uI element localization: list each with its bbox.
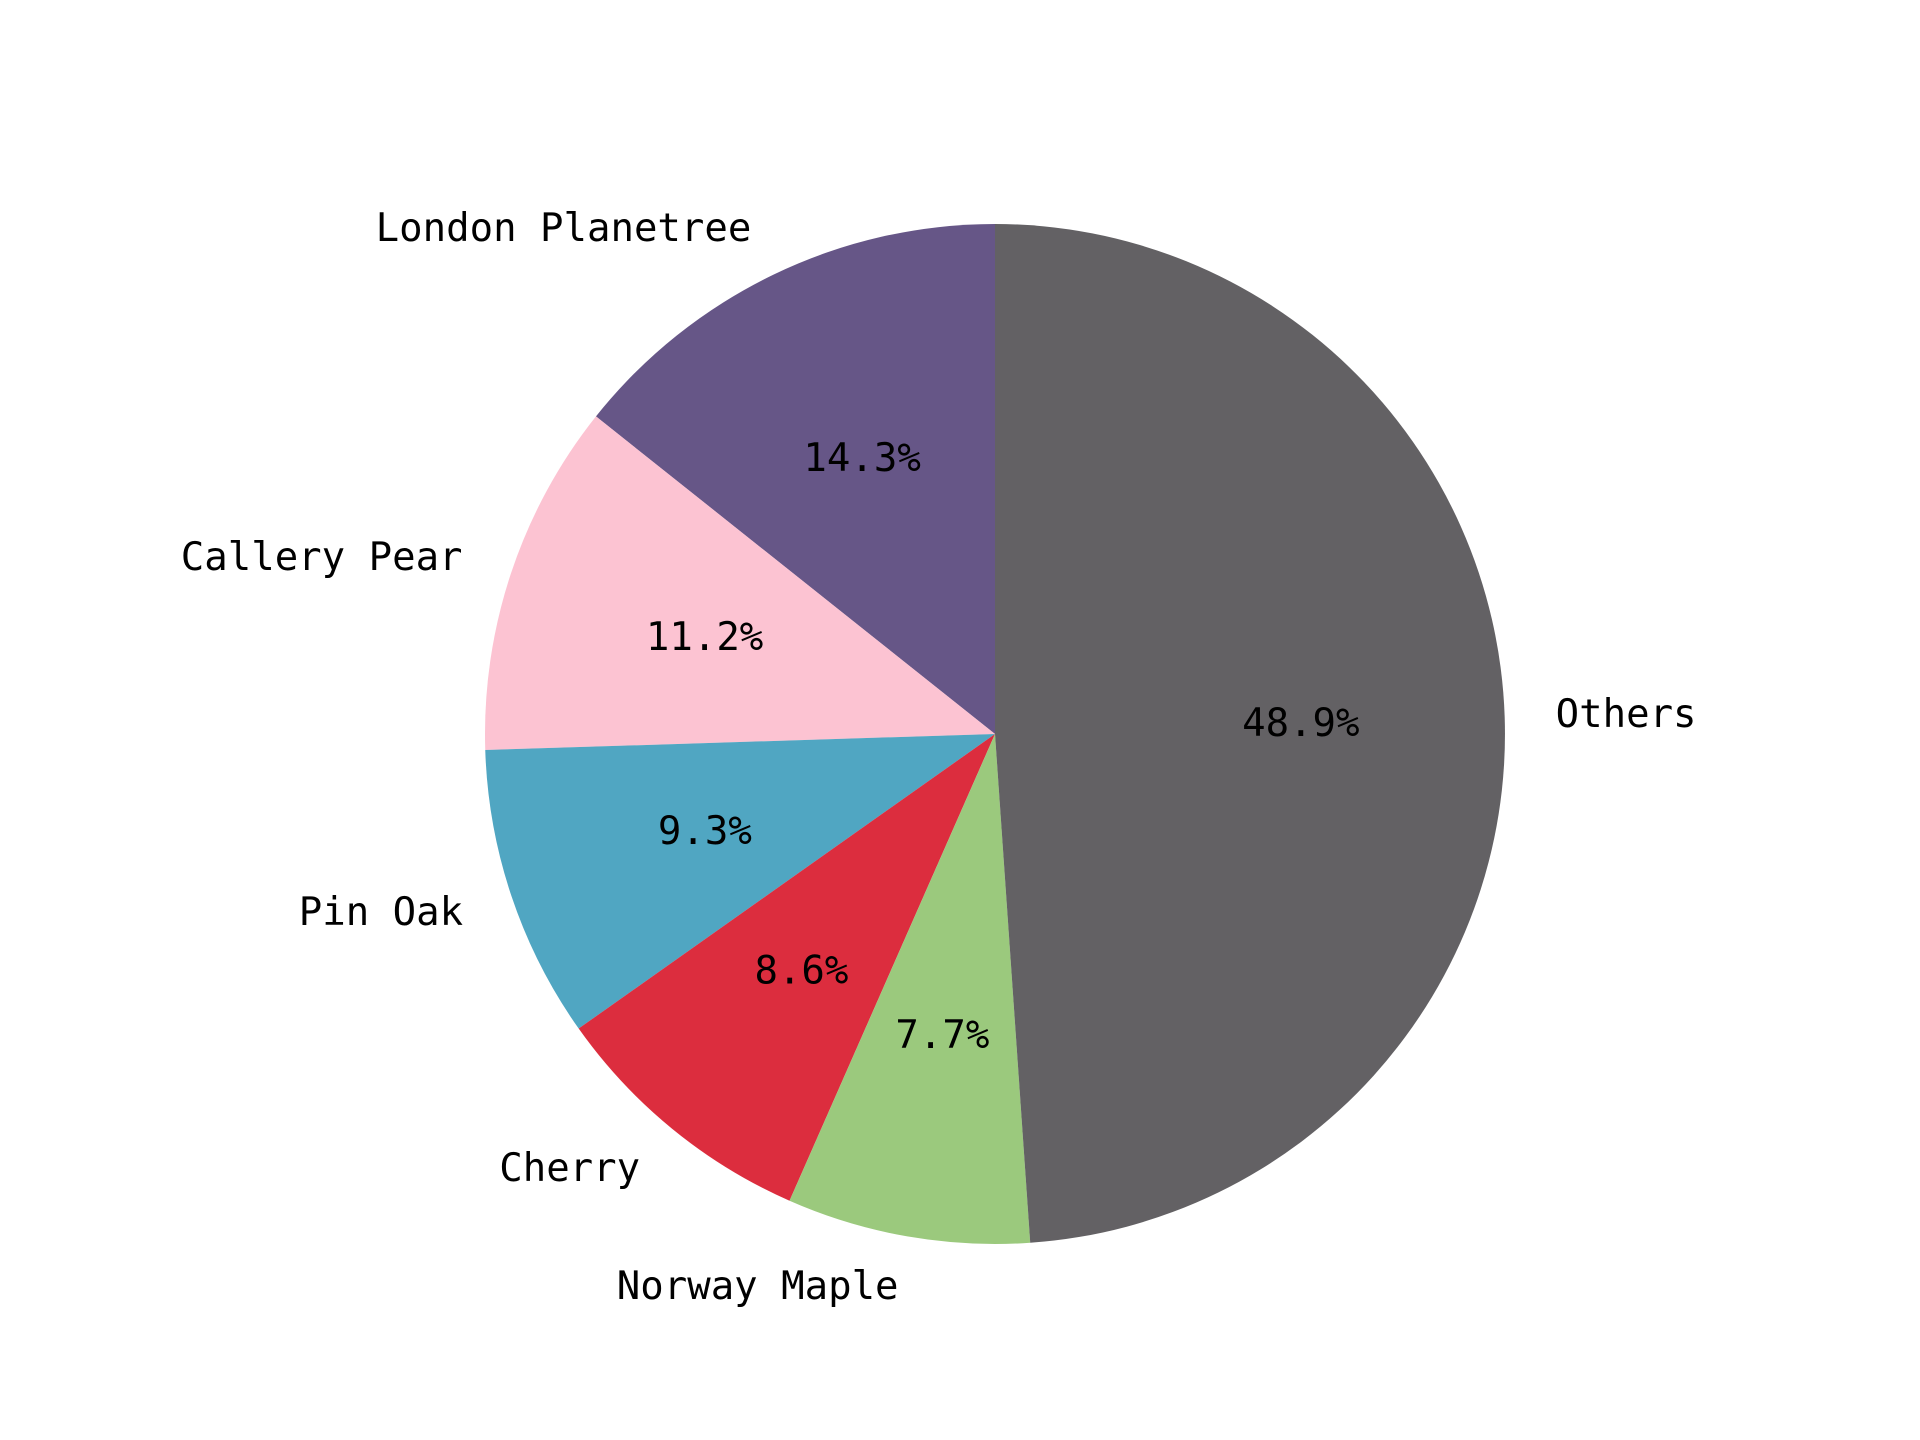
pie-slice-london-planetree (595, 224, 995, 734)
percentage-labels: 14.3% 11.2% 9.3% 8.6% 7.7% 48.9% (646, 436, 1360, 1058)
category-label-cherry: Cherry (499, 1146, 640, 1191)
pie-slice-pin-oak (485, 734, 995, 1029)
pct-label-pin-oak: 9.3% (658, 809, 752, 854)
category-label-london-planetree: London Planetree (376, 206, 752, 251)
pct-label-others: 48.9% (1242, 701, 1359, 746)
category-label-norway-maple: Norway Maple (617, 1264, 899, 1309)
pie-slice-cherry (578, 734, 995, 1201)
pct-label-norway-maple: 7.7% (895, 1013, 989, 1058)
pct-label-callery-pear: 11.2% (646, 615, 763, 660)
pie-slice-others (995, 224, 1505, 1243)
pct-label-london-planetree: 14.3% (803, 436, 920, 481)
category-labels: London Planetree Callery Pear Pin Oak Cherr… (181, 206, 1697, 1309)
pct-label-cherry: 8.6% (754, 949, 848, 994)
category-label-callery-pear: Callery Pear (181, 535, 463, 580)
pie-slice-norway-maple (789, 734, 1031, 1244)
pie-slice-callery-pear (484, 416, 995, 751)
category-label-others: Others (1556, 692, 1697, 737)
pie-slices (484, 224, 1505, 1244)
category-label-pin-oak: Pin Oak (299, 890, 463, 935)
